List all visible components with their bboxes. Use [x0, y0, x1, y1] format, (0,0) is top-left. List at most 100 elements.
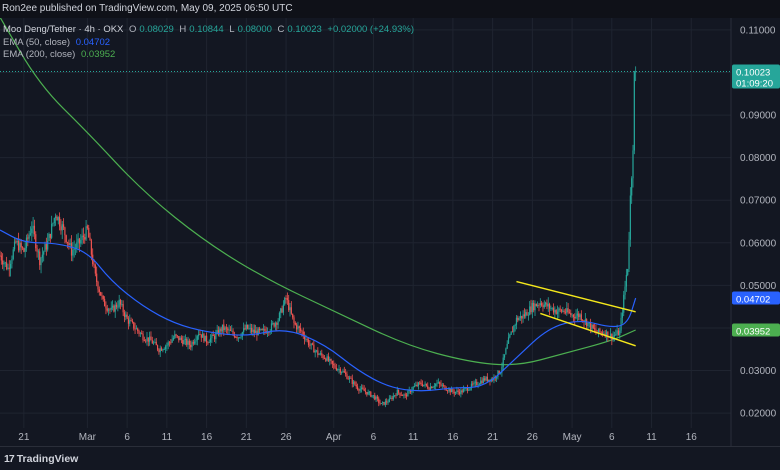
candle-up [61, 224, 63, 231]
candle-down [217, 330, 220, 335]
candle-up [314, 350, 316, 353]
candle-down [68, 242, 70, 245]
candle-down [457, 390, 459, 392]
candle-up [609, 333, 612, 337]
candle-up [337, 369, 339, 371]
candle-down [268, 332, 270, 333]
candle-down [354, 381, 356, 385]
candle-down [346, 374, 348, 379]
ema50-label[interactable]: EMA (50, close) [3, 36, 71, 48]
y-tick-label: 0.03000 [740, 366, 777, 377]
candle-up [456, 390, 458, 392]
candle-down [420, 382, 422, 384]
candle-down [590, 322, 592, 330]
candle-up [551, 307, 553, 309]
candle-down [145, 340, 147, 342]
candle-down [330, 359, 332, 361]
candle-down [182, 340, 184, 345]
candle-down [358, 389, 360, 391]
candle-down [419, 382, 421, 384]
candle-up [501, 366, 503, 373]
candle-up [413, 386, 416, 387]
candle-down [70, 243, 73, 256]
candle-up [480, 380, 482, 384]
ema50-price-tag: 0.04702 [732, 291, 780, 306]
candle-down [391, 397, 393, 400]
x-tick-label: 6 [371, 432, 377, 443]
candle-up [154, 341, 156, 343]
candle-up [433, 386, 435, 388]
candle-down [564, 311, 567, 313]
candle-down [96, 273, 98, 282]
candle-down [611, 333, 613, 340]
candle-up [221, 324, 224, 332]
legend-ohlc-row[interactable]: Moo Deng/Tether · 4h · OKX O 0.08029 H 0.1… [3, 24, 417, 37]
candle-up [352, 381, 355, 384]
candle-down [311, 343, 314, 345]
candle-up [571, 314, 573, 316]
candle-up [375, 396, 377, 400]
candle-down [322, 355, 324, 359]
candle-up [174, 334, 176, 338]
candle-down [290, 307, 292, 314]
candle-down [541, 303, 543, 306]
candle-up [509, 334, 511, 338]
legend[interactable]: Moo Deng/Tether · 4h · OKX O 0.08029 H 0.1… [3, 24, 417, 62]
close-value: 0.10023 [287, 24, 322, 35]
candle-up [118, 299, 120, 307]
candle-down [122, 304, 124, 313]
candle-up [407, 390, 409, 397]
candle-up [262, 328, 265, 330]
candle-down [175, 334, 177, 336]
candle-down [350, 377, 352, 379]
candle-down [93, 264, 95, 265]
candle-down [126, 314, 128, 319]
candle-down [374, 395, 376, 400]
candle-up [469, 388, 471, 390]
candle-down [62, 224, 65, 228]
symbol-label[interactable]: Moo Deng/Tether · 4h · OKX [3, 24, 124, 35]
candle-up [277, 320, 279, 325]
candle-down [293, 317, 295, 324]
candle-up [587, 323, 589, 327]
candle-up [57, 217, 59, 221]
tradingview-logo[interactable]: 17 TradingView [4, 453, 78, 465]
legend-ema50-row[interactable]: EMA (50, close) 0.04702 [3, 37, 417, 50]
ema200-label[interactable]: EMA (200, close) [3, 49, 76, 60]
candle-down [147, 337, 149, 342]
candle-down [378, 398, 380, 403]
ema50-price-tag-text: 0.04702 [736, 295, 770, 306]
candle-down [17, 241, 20, 251]
candle-up [423, 384, 425, 386]
candle-up [224, 327, 226, 331]
candle-up [631, 178, 633, 196]
candle-down [363, 388, 365, 392]
candle-up [76, 242, 78, 249]
candle-down [180, 337, 183, 341]
candle-down [78, 238, 81, 244]
candle-down [86, 226, 89, 228]
high-label: H [179, 24, 187, 35]
candle-up [305, 339, 307, 341]
y-tick-label: 0.05000 [740, 281, 777, 292]
x-axis[interactable]: 21 Mar 6 11 16 21 26 Apr 6 11 16 21 26 May 6 11 16 [18, 432, 697, 443]
y-tick-label: 0.06000 [740, 238, 777, 249]
candle-up [454, 391, 457, 394]
candle-down [552, 307, 555, 313]
candle-down [244, 328, 246, 330]
candle-up [319, 353, 322, 355]
candle-up [515, 317, 518, 325]
candle-up [448, 388, 450, 391]
candle-down [229, 329, 232, 331]
candle-down [327, 356, 330, 361]
candle-down [498, 370, 500, 374]
candle-down [427, 385, 429, 389]
candle-up [52, 223, 54, 224]
legend-ema200-row[interactable]: EMA (200, close) 0.03952 [3, 49, 417, 62]
candle-down [105, 306, 107, 309]
candle-up [417, 382, 420, 387]
candle-down [447, 390, 449, 392]
candle-down [535, 303, 537, 307]
